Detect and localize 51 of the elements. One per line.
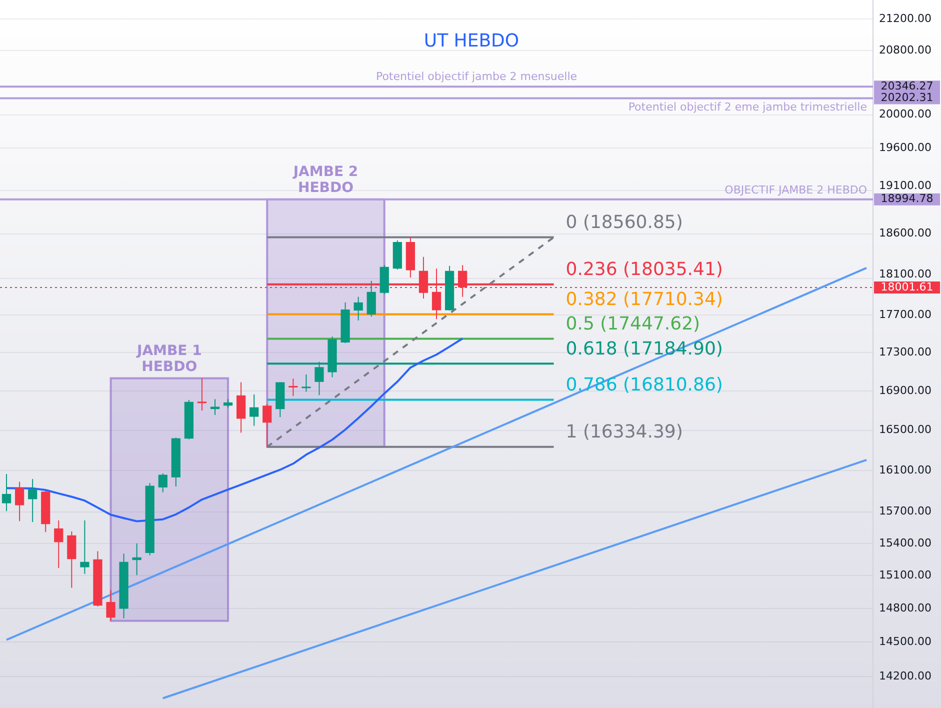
band-label: JAMBE 1 HEBDO	[136, 342, 202, 375]
y-tick-label: 16500.00	[879, 423, 932, 436]
candlestick	[210, 398, 220, 416]
candlestick	[106, 590, 116, 622]
series-label: 0.382 (17710.34)	[566, 288, 723, 310]
series-label: 0 (18560.85)	[566, 212, 683, 233]
candlestick	[2, 474, 12, 512]
y-tick-label: 19100.00	[879, 179, 932, 192]
candlestick	[302, 374, 311, 392]
y-tick-label: 19600.00	[879, 140, 932, 154]
y-tick-label: 20000.00	[879, 108, 932, 121]
y-tick-label: 15100.00	[879, 568, 932, 582]
text: UT HEBDO	[424, 30, 520, 52]
band-label: JAMBE 2 HEBDO	[292, 164, 358, 196]
ref-line-label: Potentiel objectif jambe 2 mensuelle	[376, 70, 578, 83]
y-tick-label: 18600.00	[879, 226, 932, 240]
y-tick-label: 14500.00	[879, 635, 932, 648]
y-tick-label: 15400.00	[879, 536, 932, 550]
candlestick	[67, 530, 76, 588]
candlestick	[132, 542, 142, 576]
series-label: 0.236 (18035.41)	[566, 259, 723, 280]
series-label: 1 (16334.39)	[566, 422, 683, 443]
y-tick-label: 17300.00	[879, 346, 932, 359]
candlestick	[14, 481, 24, 522]
candlestick	[197, 378, 207, 412]
text: 20202.31	[880, 91, 934, 104]
y-tick-label: 16100.00	[879, 463, 932, 476]
candlestick	[354, 296, 363, 321]
y-tick-label: 14800.00	[879, 602, 932, 614]
y-tick-label: 18100.00	[879, 267, 932, 280]
candlestick	[80, 520, 90, 574]
y-tick-label: 16900.00	[879, 384, 932, 397]
candlestick	[54, 520, 64, 569]
text: 18994.78	[880, 192, 934, 206]
y-tick-label: 15700.00	[879, 504, 932, 518]
series-label: 0.5 (17447.62)	[566, 313, 700, 334]
y-tick-label: 17700.00	[879, 308, 932, 322]
candlestick	[28, 478, 38, 523]
ref-line-label: Potentiel objectif 2 eme jambe trimestrielle	[628, 100, 868, 114]
candlestick	[158, 472, 168, 493]
candlestick	[262, 403, 272, 448]
candlestick	[366, 280, 376, 318]
candlestick	[236, 382, 246, 434]
y-tick-label: 20800.00	[879, 43, 932, 56]
candlestick	[288, 378, 298, 397]
y-tick-label: 21200.00	[879, 12, 932, 26]
text: 20346.27	[880, 80, 934, 92]
candlestick	[250, 394, 259, 426]
y-tick-label: 14200.00	[879, 669, 932, 682]
text: 18001.61	[880, 280, 934, 294]
ref-line-label: OBJECTIF JAMBE 2 HEBDO	[724, 184, 868, 197]
